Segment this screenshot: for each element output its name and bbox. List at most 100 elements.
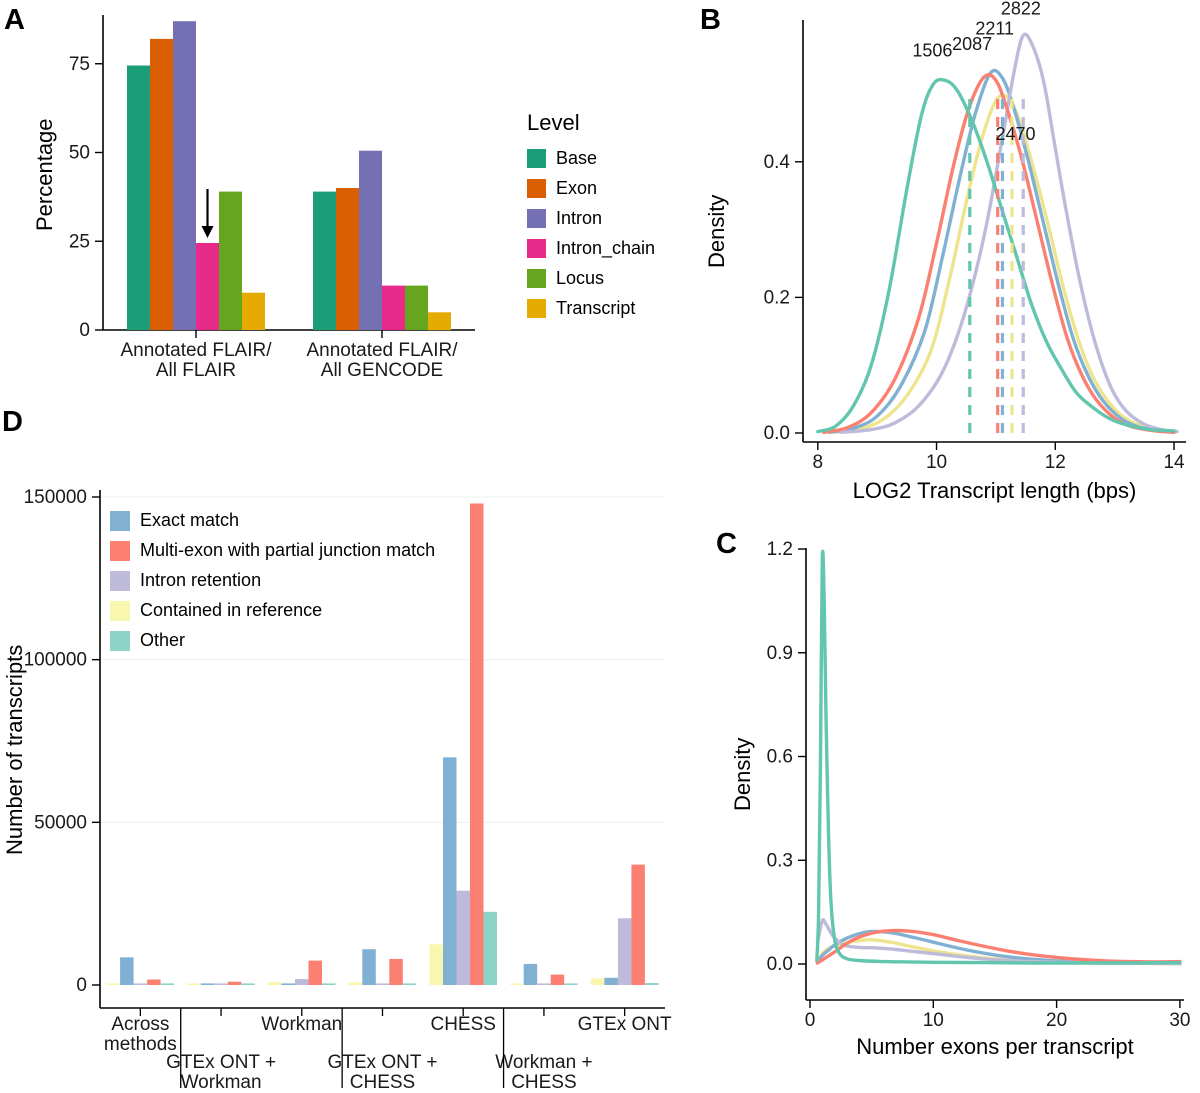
svg-text:Workman: Workman bbox=[261, 1014, 342, 1035]
svg-text:0.2: 0.2 bbox=[764, 287, 790, 308]
panel-d-y-axis-title: Number of transcripts bbox=[2, 644, 27, 856]
legend-item-label: Other bbox=[140, 630, 186, 650]
svg-text:0.0: 0.0 bbox=[767, 954, 793, 975]
svg-text:0: 0 bbox=[76, 975, 87, 996]
panel-c-y-axis-title: Density bbox=[730, 737, 755, 811]
svg-text:All FLAIR: All FLAIR bbox=[156, 360, 236, 381]
panel-d-legend: Exact match Multi-exon with partial junct… bbox=[110, 510, 435, 660]
legend-item: Exon bbox=[527, 178, 655, 199]
legend-item: Other bbox=[110, 630, 435, 651]
svg-text:Workman: Workman bbox=[181, 1072, 262, 1093]
svg-text:0.9: 0.9 bbox=[767, 643, 793, 664]
svg-text:20: 20 bbox=[1046, 1010, 1067, 1031]
svg-text:2470: 2470 bbox=[995, 124, 1035, 144]
svg-text:All GENCODE: All GENCODE bbox=[321, 360, 443, 381]
svg-text:Annotated FLAIR/: Annotated FLAIR/ bbox=[120, 340, 272, 361]
svg-text:GTEx ONT +: GTEx ONT + bbox=[166, 1052, 276, 1073]
svg-text:2087: 2087 bbox=[952, 34, 992, 54]
svg-text:100000: 100000 bbox=[24, 650, 87, 671]
svg-text:0: 0 bbox=[79, 320, 90, 341]
legend-item-label: Contained in reference bbox=[140, 600, 323, 620]
legend-item-label: Transcript bbox=[556, 298, 636, 318]
panel-d-letter: D bbox=[2, 406, 23, 438]
svg-text:75: 75 bbox=[69, 54, 90, 75]
svg-text:150000: 150000 bbox=[24, 487, 87, 508]
panel-b-letter: B bbox=[700, 4, 721, 36]
density-curve bbox=[815, 549, 1182, 965]
legend-key-swatch bbox=[110, 600, 130, 621]
svg-text:CHESS: CHESS bbox=[350, 1072, 415, 1093]
legend-key-swatch bbox=[110, 540, 130, 561]
legend-item: Multi-exon with partial junction match bbox=[110, 540, 435, 561]
density-curve bbox=[816, 77, 1176, 434]
legend-item: Exact match bbox=[110, 510, 435, 531]
svg-text:GTEx ONT +: GTEx ONT + bbox=[328, 1052, 438, 1073]
legend-key-swatch bbox=[527, 149, 546, 168]
svg-text:25: 25 bbox=[69, 231, 90, 252]
panel-a-y-axis-title: Percentage bbox=[32, 118, 57, 232]
legend-item: Transcript bbox=[527, 298, 655, 319]
legend-item: Intron_chain bbox=[527, 238, 655, 259]
svg-text:30: 30 bbox=[1169, 1010, 1190, 1031]
svg-text:50: 50 bbox=[69, 143, 90, 164]
svg-text:14: 14 bbox=[1163, 452, 1185, 473]
svg-text:methods: methods bbox=[104, 1034, 177, 1055]
density-curve bbox=[833, 93, 1176, 434]
legend-key-swatch bbox=[110, 510, 130, 531]
legend-item: Contained in reference bbox=[110, 600, 435, 621]
svg-text:Across: Across bbox=[111, 1014, 169, 1035]
legend-key-swatch bbox=[527, 239, 546, 258]
svg-text:0: 0 bbox=[805, 1010, 816, 1031]
panel-a-legend-items: Base Exon Intron Intron_chain Locus Transcrip… bbox=[527, 148, 655, 319]
svg-text:1.2: 1.2 bbox=[767, 539, 793, 560]
svg-text:8: 8 bbox=[813, 452, 824, 473]
legend-item-label: Locus bbox=[556, 268, 605, 288]
svg-text:1506: 1506 bbox=[912, 41, 952, 61]
legend-key-swatch bbox=[527, 209, 546, 228]
svg-text:12: 12 bbox=[1045, 452, 1066, 473]
down-arrow-annotation bbox=[201, 189, 214, 239]
panel-a-legend-title: Level bbox=[527, 110, 580, 135]
legend-key-swatch bbox=[527, 269, 546, 288]
svg-text:0.6: 0.6 bbox=[767, 747, 793, 768]
legend-item: Base bbox=[527, 148, 655, 169]
legend-item-label: Intron_chain bbox=[556, 238, 656, 258]
panel-b-y-axis-title: Density bbox=[704, 194, 729, 268]
legend-item-label: Multi-exon with partial junction match bbox=[140, 540, 436, 560]
legend-item: Intron bbox=[527, 208, 655, 229]
legend-item-label: Intron bbox=[556, 208, 603, 228]
legend-item: Locus bbox=[527, 268, 655, 289]
svg-text:2211: 2211 bbox=[975, 18, 1014, 38]
svg-text:GTEx ONT: GTEx ONT bbox=[578, 1014, 672, 1035]
legend-item-label: Intron retention bbox=[140, 570, 262, 590]
svg-text:2822: 2822 bbox=[1001, 0, 1041, 19]
svg-text:Annotated FLAIR/: Annotated FLAIR/ bbox=[306, 340, 458, 361]
panel-b-x-axis-title: LOG2 Transcript length (bps) bbox=[852, 478, 1137, 503]
density-curve bbox=[839, 32, 1179, 434]
svg-text:CHESS: CHESS bbox=[430, 1014, 495, 1035]
panel-c-density-chart: 0.0 0.3 0.6 0.9 1.2 0 10 20 30 bbox=[767, 539, 1191, 1031]
svg-text:0.4: 0.4 bbox=[764, 152, 791, 173]
panel-c-x-axis-title: Number exons per transcript bbox=[856, 1034, 1134, 1059]
panel-a-legend: Level Base Exon Intron Intron_chain Locus Tra… bbox=[527, 110, 655, 328]
density-curve bbox=[822, 72, 1176, 434]
legend-key-swatch bbox=[527, 179, 546, 198]
svg-text:10: 10 bbox=[926, 452, 947, 473]
svg-text:0.3: 0.3 bbox=[767, 850, 793, 871]
svg-text:10: 10 bbox=[923, 1010, 944, 1031]
legend-item: Intron retention bbox=[110, 570, 435, 591]
legend-item-label: Exact match bbox=[140, 510, 240, 530]
legend-key-swatch bbox=[527, 299, 546, 318]
legend-key-swatch bbox=[110, 570, 130, 591]
legend-key-swatch bbox=[110, 630, 130, 651]
svg-text:CHESS: CHESS bbox=[511, 1072, 576, 1093]
density-curve bbox=[815, 928, 1182, 965]
panel-c-letter: C bbox=[716, 528, 737, 560]
legend-item-label: Base bbox=[556, 148, 598, 168]
panel-d-legend-items: Exact match Multi-exon with partial junct… bbox=[110, 510, 435, 651]
svg-text:Workman +: Workman + bbox=[495, 1052, 592, 1073]
